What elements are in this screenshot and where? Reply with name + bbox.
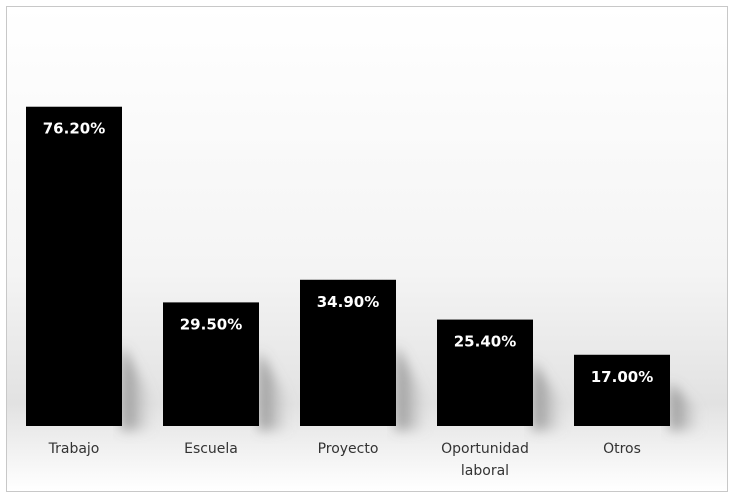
data-label: 25.40% [454, 333, 516, 351]
category-label-line: Trabajo [48, 441, 100, 457]
category-label: Proyecto [318, 441, 379, 457]
category-label: Oportunidad laboral [441, 441, 529, 479]
category-labels: Trabajo Escuela Proyecto Oportunidad laboral… [48, 441, 641, 479]
bar-shadow [122, 346, 152, 430]
data-labels: 76.20% 29.50% 34.90% 25.40% 17.00% [43, 120, 653, 386]
bar-shadows [122, 346, 700, 430]
bar [163, 302, 259, 426]
category-label: Trabajo [48, 441, 100, 457]
data-label: 34.90% [317, 293, 379, 311]
bars [26, 106, 670, 427]
chart-frame: 76.20% 29.50% 34.90% 25.40% 17.00% Trabajo Es… [6, 6, 728, 492]
category-label-line: Oportunidad [441, 441, 529, 457]
category-label-line: Otros [603, 441, 641, 457]
category-label-line: laboral [461, 463, 509, 479]
bar-shadow [670, 383, 700, 430]
category-label-line: Escuela [184, 441, 238, 457]
bar [437, 319, 533, 426]
bar [574, 354, 670, 426]
category-label-line: Proyecto [318, 441, 379, 457]
category-label: Otros [603, 441, 641, 457]
bar-shadow [259, 351, 289, 430]
bar [300, 279, 396, 426]
bar-chart: 76.20% 29.50% 34.90% 25.40% 17.00% Trabajo Es… [7, 7, 727, 491]
category-label: Escuela [184, 441, 238, 457]
data-label: 17.00% [591, 368, 653, 386]
data-label: 29.50% [180, 315, 242, 333]
bar [26, 106, 122, 427]
bar-shadow [396, 346, 426, 430]
data-label: 76.20% [43, 120, 105, 138]
bar-shadow [533, 362, 563, 430]
